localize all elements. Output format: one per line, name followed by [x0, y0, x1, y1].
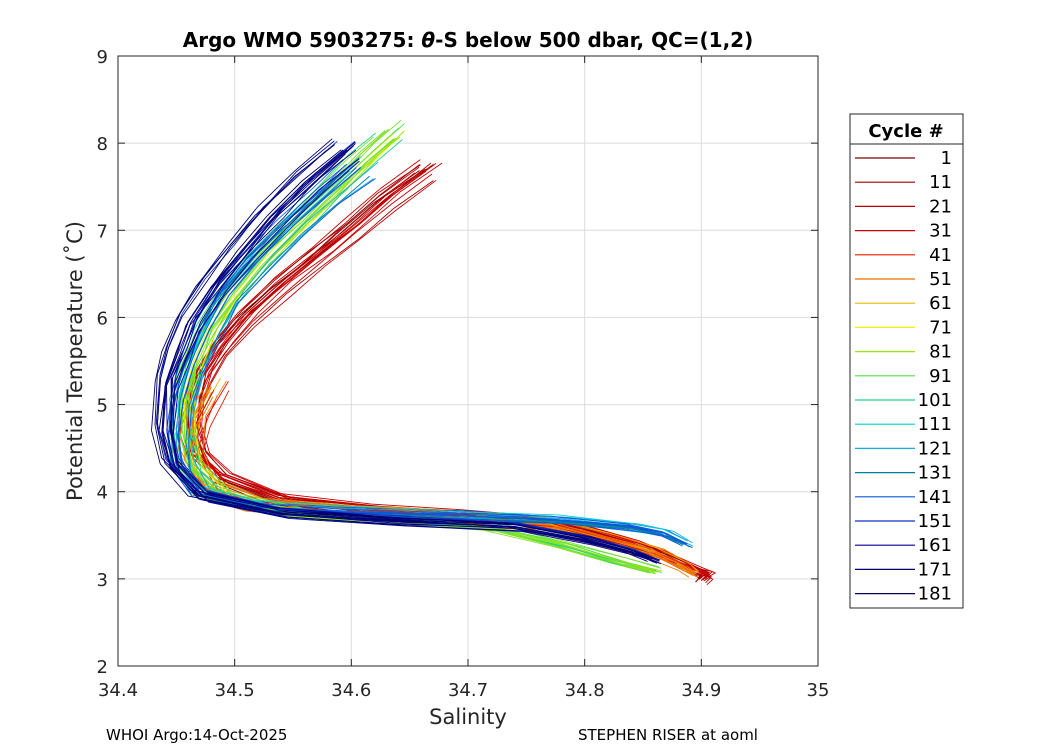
legend-box	[849, 113, 964, 609]
x-tick-label: 34.6	[331, 680, 371, 701]
y-tick-label: 7	[97, 221, 108, 242]
legend-label: 181	[918, 584, 952, 605]
x-tick-label: 35	[807, 680, 830, 701]
legend-label: 101	[918, 390, 952, 411]
legend-label: 21	[929, 196, 952, 217]
legend-label: 61	[929, 293, 952, 314]
footer-left: WHOI Argo:14-Oct-2025	[106, 726, 288, 744]
y-tick-label: 3	[97, 570, 108, 591]
y-tick-label: 6	[97, 308, 108, 329]
legend-label: 141	[918, 487, 952, 508]
legend-label: 171	[918, 559, 952, 580]
legend-label: 111	[918, 414, 952, 435]
x-tick-label: 34.5	[215, 680, 255, 701]
profile-line	[202, 380, 700, 574]
legend: Cycle # 11121314151617181911011111211311…	[849, 113, 964, 609]
legend-label: 31	[929, 221, 952, 242]
legend-label: 41	[929, 245, 952, 266]
profile-line	[188, 178, 693, 549]
x-axis-label: Salinity	[429, 705, 507, 729]
x-tick-label: 34.7	[448, 680, 488, 701]
legend-label: 131	[918, 463, 952, 484]
legend-title: Cycle #	[868, 121, 943, 142]
y-axis-ticks: 2 3 4 5 6 7 8 9	[97, 47, 818, 678]
legend-label: 71	[929, 317, 952, 338]
x-tick-label: 34.8	[565, 680, 605, 701]
profile-line	[172, 160, 662, 565]
profile-line	[151, 150, 648, 562]
profile-line	[156, 144, 652, 560]
profile-line	[188, 161, 693, 544]
legend-label: 91	[929, 366, 952, 387]
profile-line	[154, 138, 653, 559]
legend-label: 1	[941, 148, 952, 169]
chart-title: Argo WMO 5903275: θ-S below 500 dbar, QC…	[183, 28, 753, 52]
series-line	[178, 167, 688, 545]
legend-label: 161	[918, 535, 952, 556]
profile-line	[185, 175, 691, 548]
series-layer	[151, 119, 717, 586]
legend-label: 51	[929, 269, 952, 290]
x-axis-ticks: 34.4 34.5 34.6 34.7 34.8 34.9 35	[98, 56, 829, 701]
legend-label: 81	[929, 342, 952, 363]
legend-entries: 1112131415161718191101111121131141151161…	[855, 148, 952, 605]
legend-label: 11	[929, 172, 952, 193]
y-tick-label: 5	[97, 396, 108, 417]
y-tick-label: 4	[97, 483, 108, 504]
series-line	[161, 149, 655, 562]
x-tick-label: 34.9	[681, 680, 721, 701]
y-axis-label: Potential Temperature (˚C)	[63, 221, 87, 501]
legend-label: 151	[918, 511, 952, 532]
y-tick-label: 8	[97, 134, 108, 155]
footer-right: STEPHEN RISER at aoml	[578, 726, 758, 744]
profile-line	[194, 377, 699, 572]
x-tick-label: 34.4	[98, 680, 138, 701]
legend-label: 121	[918, 438, 952, 459]
profile-line	[186, 137, 656, 575]
y-tick-label: 9	[97, 47, 108, 68]
y-tick-label: 2	[97, 657, 108, 678]
